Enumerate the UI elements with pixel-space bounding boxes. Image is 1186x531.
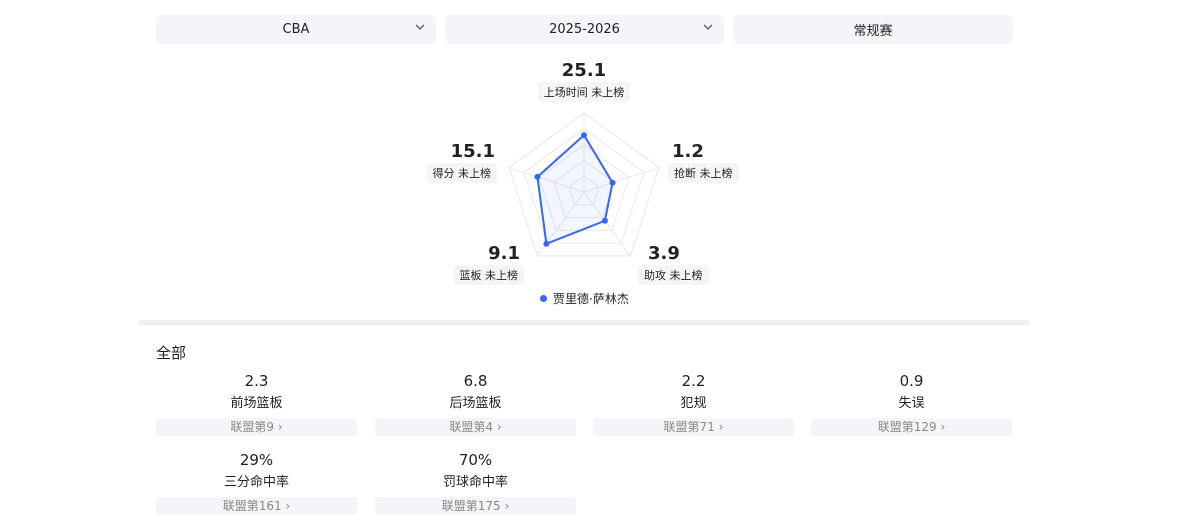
stat-name: 前场篮板	[230, 396, 283, 411]
chevron-down-icon	[416, 24, 424, 30]
league-rank-link[interactable]: 联盟第4 ›	[375, 418, 576, 436]
axis-value: 15.1	[450, 141, 495, 162]
stat-name: 犯规	[680, 396, 707, 411]
radar-spoke	[583, 191, 631, 257]
radar-ring	[538, 143, 630, 231]
season-select[interactable]: 2025-2026	[445, 15, 724, 44]
stat-card: 2.3 前场篮板联盟第9 ›	[156, 372, 357, 436]
game-type-value: 常规赛	[853, 24, 893, 39]
stat-card: 2.2 犯规联盟第71 ›	[593, 372, 794, 436]
stat-name: 失误	[898, 396, 925, 411]
league-rank-link[interactable]: 联盟第161 ›	[156, 497, 357, 515]
league-rank-link[interactable]: 联盟第175 ›	[375, 497, 576, 515]
section-title: 全部	[156, 344, 187, 362]
league-rank-link[interactable]: 联盟第9 ›	[156, 418, 357, 436]
league-rank-link[interactable]: 联盟第71 ›	[593, 418, 794, 436]
axis-value: 9.1	[488, 243, 520, 264]
stat-card: 0.9 失误联盟第129 ›	[811, 372, 1012, 436]
league-value: CBA	[282, 22, 310, 37]
radar-ring	[523, 128, 645, 244]
legend-item[interactable]: 贾里德·萨林杰	[540, 290, 629, 307]
stat-value: 6.8	[463, 372, 488, 390]
axis-tag: 篮板 未上榜	[453, 265, 524, 285]
radar-ring	[568, 175, 600, 206]
section-divider	[139, 320, 1029, 325]
stat-value: 0.9	[899, 372, 924, 390]
stat-card: 6.8 后场篮板联盟第4 ›	[375, 372, 576, 436]
radar-point[interactable]	[609, 179, 616, 186]
stat-name: 三分命中率	[223, 475, 289, 490]
stat-card: 70% 罚球命中率联盟第175 ›	[375, 451, 576, 515]
game-type-select[interactable]: 常规赛	[733, 15, 1013, 44]
radar-spoke	[508, 167, 585, 193]
stat-value: 70%	[458, 451, 493, 469]
axis-label-points: 15.1 得分 未上榜	[417, 141, 497, 183]
axis-tag: 上场时间 未上榜	[537, 82, 631, 102]
axis-value: 1.2	[672, 141, 704, 162]
radar-chart	[508, 112, 660, 257]
radar-point[interactable]	[581, 132, 587, 139]
stat-value: 2.3	[244, 372, 269, 390]
radar-spoke	[583, 167, 660, 193]
legend-label: 贾里德·萨林杰	[553, 292, 629, 306]
stat-value: 29%	[239, 451, 274, 469]
radar-point[interactable]	[534, 173, 541, 180]
chevron-down-icon	[704, 24, 712, 30]
radar-ring	[508, 112, 660, 257]
radar-series-area	[536, 133, 614, 246]
radar-point[interactable]	[601, 217, 608, 224]
stat-card: 29% 三分命中率联盟第161 ›	[156, 451, 357, 515]
stat-name: 罚球命中率	[442, 475, 508, 490]
axis-value: 3.9	[648, 243, 680, 264]
axis-tag: 得分 未上榜	[426, 163, 497, 183]
axis-value: 25.1	[561, 60, 607, 81]
season-value: 2025-2026	[549, 22, 620, 37]
radar-point[interactable]	[543, 240, 550, 247]
league-select[interactable]: CBA	[156, 15, 436, 44]
axis-tag: 抢断 未上榜	[668, 163, 739, 183]
axis-label-rebounds: 9.1 篮板 未上榜	[444, 243, 524, 285]
legend-dot-icon	[540, 295, 547, 302]
league-rank-link[interactable]: 联盟第129 ›	[811, 418, 1012, 436]
stat-name: 后场篮板	[449, 396, 502, 411]
axis-label-minutes: 25.1 上场时间 未上榜	[524, 60, 644, 102]
axis-label-steals: 1.2 抢断 未上榜	[668, 141, 748, 183]
axis-label-assists: 3.9 助攻 未上榜	[638, 243, 718, 285]
stat-value: 2.2	[681, 372, 706, 390]
axis-tag: 助攻 未上榜	[638, 265, 709, 285]
